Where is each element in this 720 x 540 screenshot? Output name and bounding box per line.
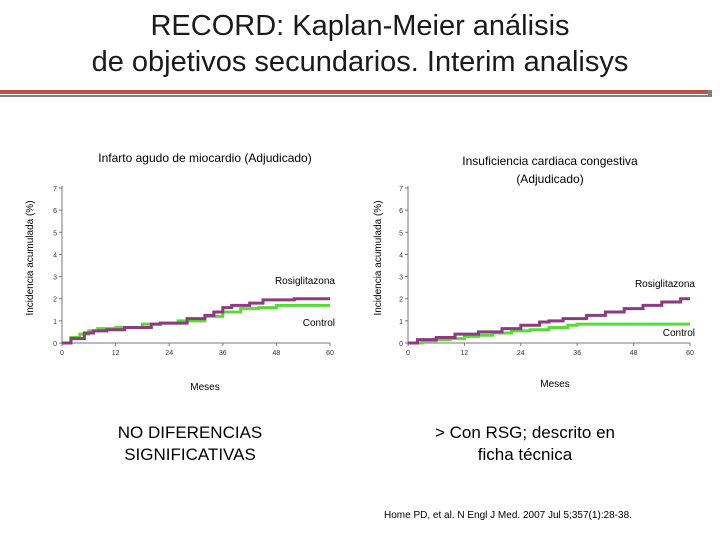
chart-1-y-tick-label: 1 <box>53 319 57 326</box>
chart-1-x-tick-label: 12 <box>112 350 120 357</box>
chart-2-title: (Adjudicado) <box>516 172 583 186</box>
chart-2-x-tick-label: 48 <box>630 350 638 357</box>
chart-2-x-tick-label: 12 <box>461 350 469 357</box>
chart-2-y-tick-label: 6 <box>399 208 403 215</box>
chart-1-y-tick-label: 2 <box>53 297 57 304</box>
right-note: > Con RSG; descrito en ficha técnica <box>405 422 645 466</box>
chart-2-y-tick-label: 0 <box>399 341 403 348</box>
left-note-line-1: NO DIFERENCIAS <box>117 423 263 442</box>
left-note: NO DIFERENCIAS SIGNIFICATIVAS <box>90 422 290 466</box>
title-rule-shadow <box>0 95 712 97</box>
chart-2-y-tick-label: 7 <box>399 186 403 193</box>
chart-1-x-axis-label: Meses <box>190 382 219 393</box>
chart-1-y-tick-label: 3 <box>53 275 57 282</box>
chart-2-y-tick-label: 5 <box>399 230 403 237</box>
right-note-line-2: ficha técnica <box>477 445 573 464</box>
chart-1-x-tick-label: 48 <box>273 350 281 357</box>
chart-1-y-tick-label: 7 <box>53 186 57 193</box>
chart-1-y-tick-label: 0 <box>53 341 57 348</box>
chart-2-y-tick-label: 4 <box>399 252 403 259</box>
chart-2-x-axis-label: Meses <box>540 379 569 390</box>
slide-title: RECORD: Kaplan-Meier análisis de objetiv… <box>0 8 720 80</box>
chart-2-x-tick-label: 24 <box>517 350 525 357</box>
chart-1-y-tick-label: 5 <box>53 230 57 237</box>
chart-2-y-tick-label: 1 <box>399 319 403 326</box>
chart-1-title: Infarto agudo de miocardio (Adjudicado) <box>98 151 311 165</box>
right-note-line-1: > Con RSG; descrito en <box>434 423 615 442</box>
chart-1-series-rosiglitazona-line <box>62 297 330 345</box>
chart-1-series-control-label: Control <box>303 318 335 329</box>
chart-2-series-control-label: Control <box>663 328 695 339</box>
chart-2-y-tick-label: 3 <box>399 275 403 282</box>
title-line-2: de objetivos secundarios. Interim analis… <box>91 46 629 78</box>
chart-2-series-control-line <box>408 322 690 345</box>
chart-1-x-tick-label: 0 <box>60 350 64 357</box>
chart-1-x-tick-label: 36 <box>219 350 227 357</box>
chart-1-y-tick-label: 6 <box>53 208 57 215</box>
title-line-1: RECORD: Kaplan-Meier análisis <box>150 10 570 42</box>
chart-2-y-tick-label: 2 <box>399 297 403 304</box>
chart-1-x-tick-label: 24 <box>165 350 173 357</box>
chart-1-y-tick-label: 4 <box>53 252 57 259</box>
chart-2-series-rosiglitazona-line <box>408 297 690 345</box>
citation: Home PD, et al. N Engl J Med. 2007 Jul 5… <box>384 510 632 521</box>
chart-2-title: Insuficiencia cardiaca congestiva <box>462 154 638 168</box>
chart-1-x-tick-label: 60 <box>326 350 334 357</box>
chart-1-series-rosiglitazona-label: Rosiglitazona <box>275 276 335 287</box>
chart-2-x-tick-label: 36 <box>573 350 581 357</box>
chart-2-y-axis-label: Incidencia acumulada (%) <box>373 200 384 315</box>
title-rule-end <box>708 90 712 97</box>
title-rule-accent <box>0 90 712 94</box>
chart-1-y-axis-label: Incidencia acumulada (%) <box>25 200 36 315</box>
chart-2-x-tick-label: 0 <box>406 350 410 357</box>
left-note-line-2: SIGNIFICATIVAS <box>124 445 256 464</box>
chart-2-x-tick-label: 60 <box>686 350 694 357</box>
chart-2-series-rosiglitazona-label: Rosiglitazona <box>635 279 695 290</box>
chart-1-series-control-line <box>62 303 330 345</box>
